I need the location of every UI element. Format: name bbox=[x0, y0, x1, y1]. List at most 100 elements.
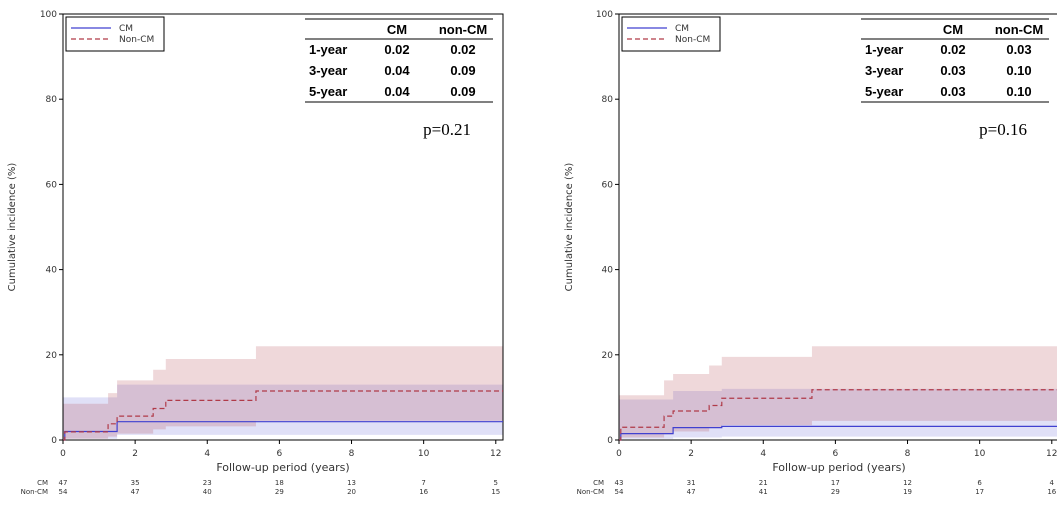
risk-value: 17 bbox=[831, 479, 840, 487]
x-tick-label: 10 bbox=[974, 449, 986, 459]
y-tick-label: 40 bbox=[46, 266, 58, 276]
risk-value: 35 bbox=[131, 479, 140, 487]
ci-band-cm bbox=[63, 384, 503, 440]
x-tick-label: 4 bbox=[204, 449, 210, 459]
x-tick-label: 0 bbox=[616, 449, 622, 459]
risk-value: 54 bbox=[59, 488, 68, 496]
risk-value: 54 bbox=[615, 488, 624, 496]
legend-label: CM bbox=[119, 24, 133, 34]
table-cell: 0.03 bbox=[1006, 42, 1031, 57]
table-cell: 0.04 bbox=[384, 84, 410, 99]
series-line-non-cm bbox=[619, 389, 1057, 441]
risk-value: 31 bbox=[687, 479, 696, 487]
risk-value: 47 bbox=[687, 488, 696, 496]
risk-row-label: CM bbox=[37, 479, 48, 487]
risk-value: 41 bbox=[759, 488, 768, 496]
p-value: p=0.21 bbox=[423, 120, 471, 139]
risk-value: 43 bbox=[615, 479, 624, 487]
plot-frame bbox=[62, 13, 504, 441]
x-tick-label: 6 bbox=[833, 449, 839, 459]
table-cell: 0.10 bbox=[1006, 84, 1031, 99]
risk-value: 29 bbox=[831, 488, 840, 496]
table-header: CM bbox=[387, 22, 407, 37]
table-cell: 0.02 bbox=[940, 42, 965, 57]
y-tick-label: 100 bbox=[596, 10, 613, 20]
y-tick-label: 20 bbox=[602, 351, 614, 361]
y-tick-label: 100 bbox=[40, 10, 57, 20]
table-header: CM bbox=[943, 22, 963, 37]
table-header: non-CM bbox=[439, 22, 487, 37]
risk-value: 6 bbox=[977, 479, 982, 487]
risk-value: 13 bbox=[347, 479, 356, 487]
risk-value: 4 bbox=[1050, 479, 1055, 487]
table-header: non-CM bbox=[995, 22, 1043, 37]
y-axis-title: Cumulative incidence (%) bbox=[564, 163, 575, 292]
table-cell: 3-year bbox=[865, 63, 903, 78]
risk-value: 5 bbox=[494, 479, 498, 487]
y-tick-label: 80 bbox=[602, 95, 614, 105]
x-tick-label: 2 bbox=[132, 449, 138, 459]
risk-row-label: Non-CM bbox=[577, 488, 604, 496]
x-tick-label: 4 bbox=[760, 449, 766, 459]
p-value: p=0.16 bbox=[979, 120, 1027, 139]
ci-band-non-cm bbox=[619, 346, 1057, 440]
legend-box bbox=[65, 16, 165, 52]
x-axis-title: Follow-up period (years) bbox=[216, 461, 349, 474]
x-axis-title: Follow-up period (years) bbox=[772, 461, 905, 474]
table-cell: 0.09 bbox=[450, 63, 475, 78]
risk-value: 47 bbox=[59, 479, 68, 487]
legend-box bbox=[621, 16, 721, 52]
chart-panel-1: 0 20 40 60 80 100 0 2 4 6 8 10 12 Cumulative incidenc… bbox=[7, 10, 504, 496]
y-tick-label: 60 bbox=[46, 180, 58, 190]
x-tick-label: 8 bbox=[905, 449, 911, 459]
y-axis-title: Cumulative incidence (%) bbox=[7, 163, 18, 292]
risk-value: 40 bbox=[203, 488, 212, 496]
risk-value: 21 bbox=[759, 479, 768, 487]
y-tick-label: 20 bbox=[46, 351, 58, 361]
x-tick-label: 8 bbox=[349, 449, 355, 459]
x-tick-label: 0 bbox=[60, 449, 66, 459]
y-tick-label: 0 bbox=[607, 436, 613, 446]
risk-value: 18 bbox=[275, 479, 284, 487]
risk-value: 12 bbox=[903, 479, 912, 487]
risk-value: 20 bbox=[347, 488, 356, 496]
table-cell: 1-year bbox=[309, 42, 347, 57]
risk-value: 19 bbox=[903, 488, 912, 496]
legend-label: CM bbox=[675, 24, 689, 34]
risk-value: 16 bbox=[419, 488, 428, 496]
legend-label: Non-CM bbox=[675, 35, 710, 45]
chart-panel-2: 0 20 40 60 80 100 0 2 4 6 8 10 12 Cumulative incidenc… bbox=[564, 10, 1057, 496]
y-tick-label: 0 bbox=[51, 436, 57, 446]
table-cell: 0.04 bbox=[384, 63, 410, 78]
table-cell: 0.10 bbox=[1006, 63, 1031, 78]
risk-value: 16 bbox=[1047, 488, 1056, 496]
x-tick-label: 6 bbox=[277, 449, 283, 459]
legend-label: Non-CM bbox=[119, 35, 154, 45]
table-cell: 1-year bbox=[865, 42, 903, 57]
risk-value: 47 bbox=[131, 488, 140, 496]
y-tick-label: 60 bbox=[602, 180, 614, 190]
risk-value: 29 bbox=[275, 488, 284, 496]
table-cell: 0.09 bbox=[450, 84, 475, 99]
table-cell: 0.02 bbox=[450, 42, 475, 57]
ci-band-non-cm bbox=[63, 346, 503, 440]
risk-row-label: Non-CM bbox=[21, 488, 48, 496]
risk-value: 23 bbox=[203, 479, 212, 487]
risk-value: 17 bbox=[975, 488, 984, 496]
x-tick-label: 10 bbox=[418, 449, 430, 459]
y-tick-label: 40 bbox=[602, 266, 614, 276]
y-tick-label: 80 bbox=[46, 95, 58, 105]
series-line-non-cm bbox=[63, 390, 503, 441]
risk-value: 7 bbox=[421, 479, 425, 487]
x-tick-label: 12 bbox=[490, 449, 501, 459]
table-cell: 5-year bbox=[865, 84, 903, 99]
table-cell: 0.03 bbox=[940, 84, 965, 99]
risk-row-label: CM bbox=[593, 479, 604, 487]
risk-value: 15 bbox=[491, 488, 500, 496]
table-cell: 0.03 bbox=[940, 63, 965, 78]
ci-band-cm bbox=[619, 388, 1057, 440]
x-tick-label: 2 bbox=[688, 449, 694, 459]
plot-frame bbox=[618, 13, 1057, 441]
table-cell: 0.02 bbox=[384, 42, 409, 57]
